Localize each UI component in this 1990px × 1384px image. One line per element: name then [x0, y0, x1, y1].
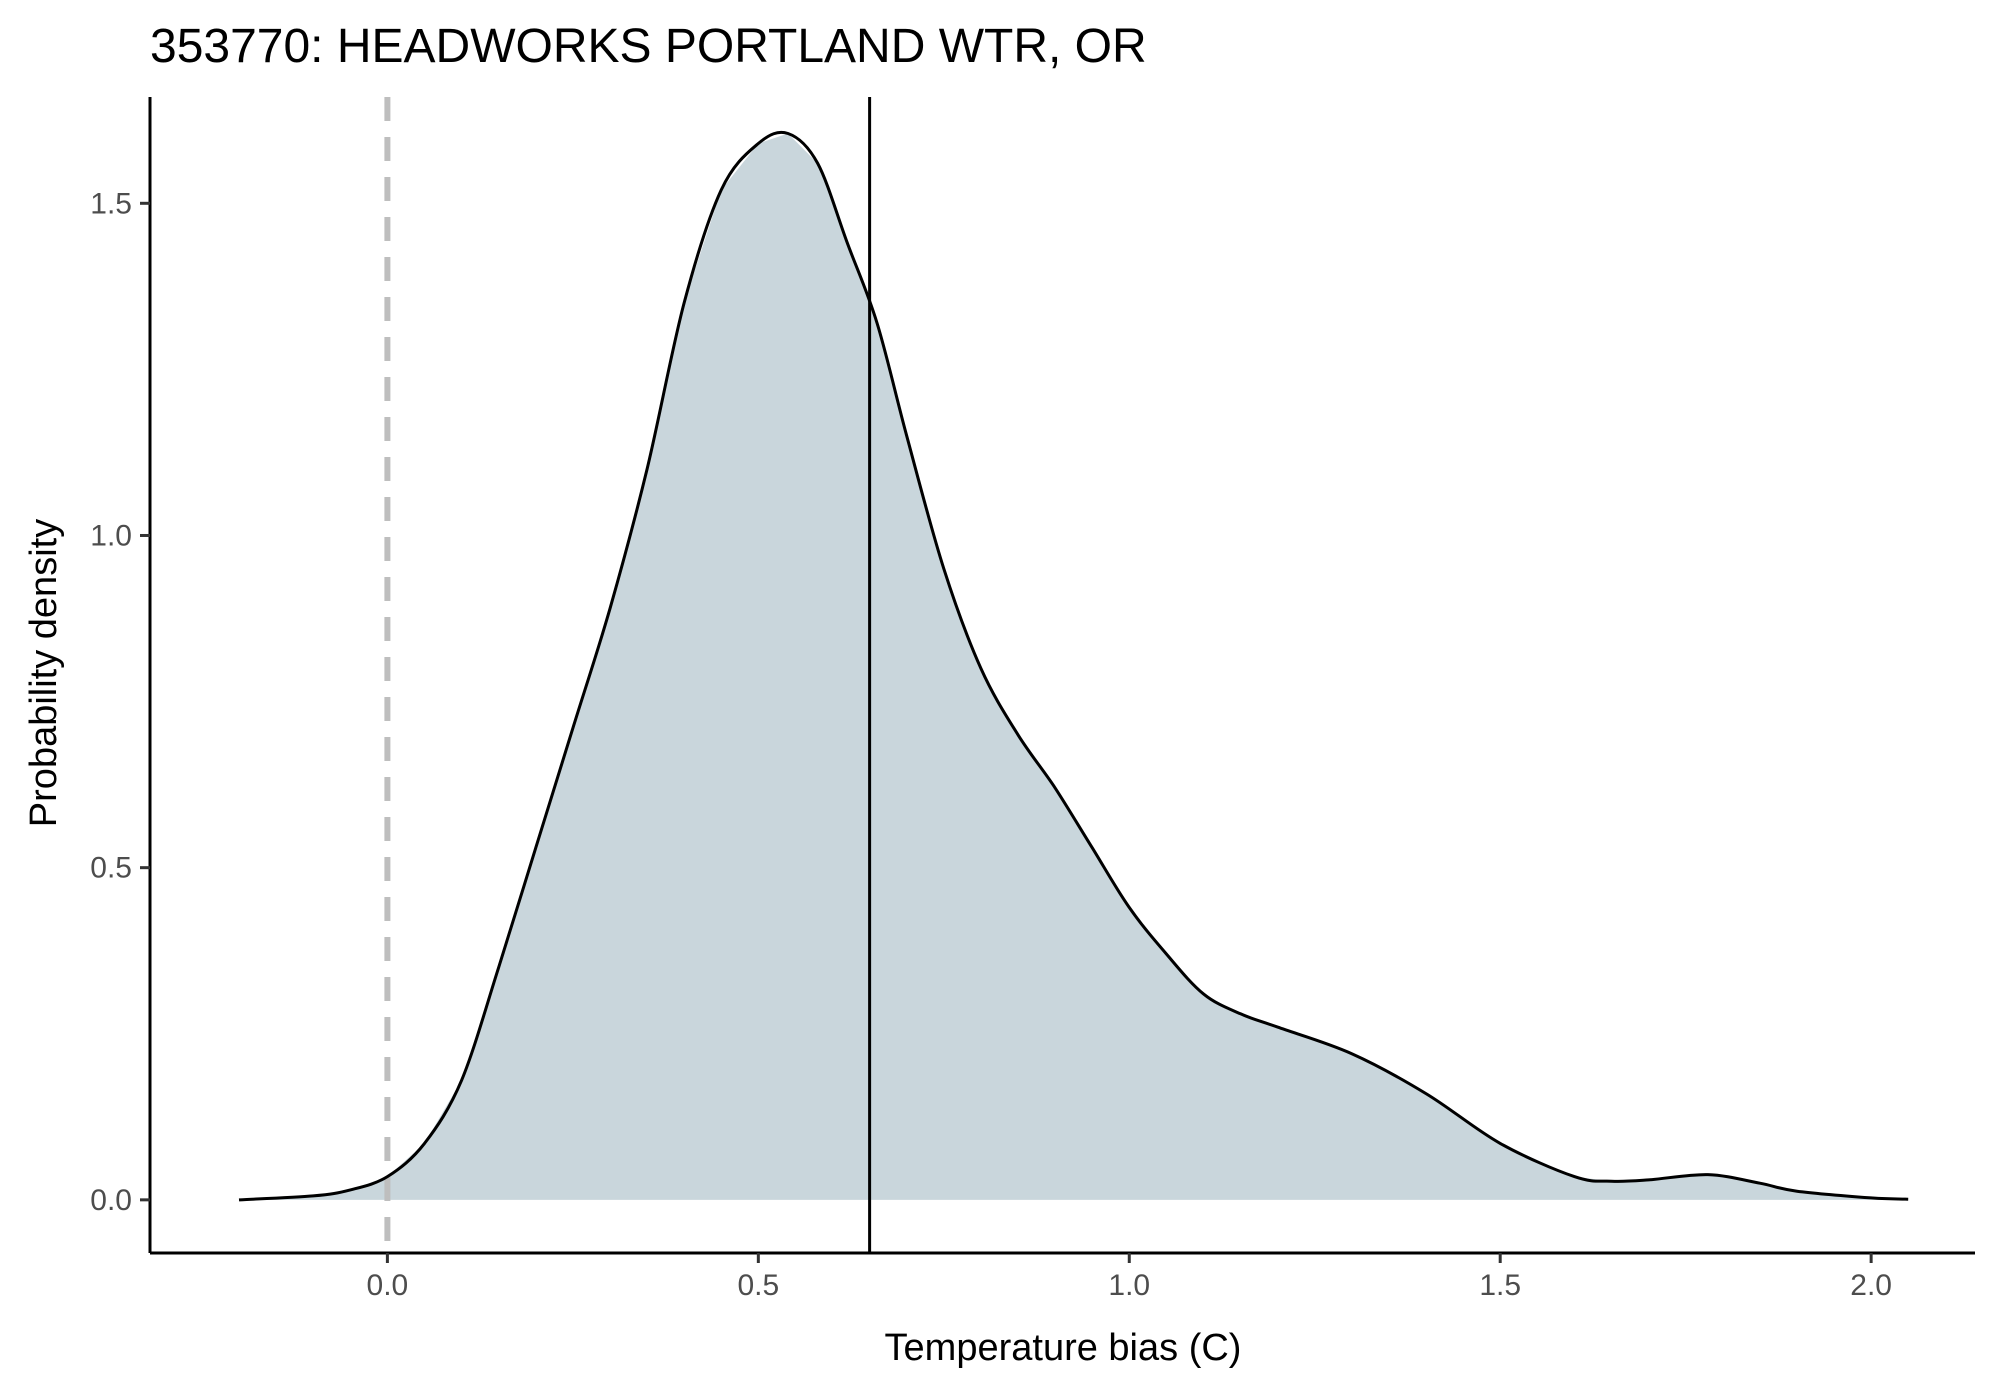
- x-tick-label: 2.0: [1850, 1269, 1892, 1302]
- y-tick-label: 1.5: [90, 187, 132, 220]
- y-axis-title: Probability density: [23, 519, 65, 827]
- x-tick-label: 1.5: [1479, 1269, 1521, 1302]
- y-tick-label: 0.0: [90, 1184, 132, 1217]
- x-axis-title: Temperature bias (C): [885, 1327, 1242, 1369]
- x-tick-label: 0.0: [367, 1269, 409, 1302]
- density-area: [239, 133, 1909, 1200]
- y-tick-label: 0.5: [90, 852, 132, 885]
- x-tick-label: 1.0: [1108, 1269, 1150, 1302]
- x-tick-label: 0.5: [737, 1269, 779, 1302]
- y-tick-label: 1.0: [90, 519, 132, 552]
- density-curve: [238, 130, 1909, 1202]
- plot-area: [238, 97, 1909, 1253]
- axes: 0.0 0.5 1.0 1.5 2.0 0.0 0.5 1.0 1.5: [90, 97, 1975, 1302]
- chart-title: 353770: HEADWORKS PORTLAND WTR, OR: [150, 20, 1147, 73]
